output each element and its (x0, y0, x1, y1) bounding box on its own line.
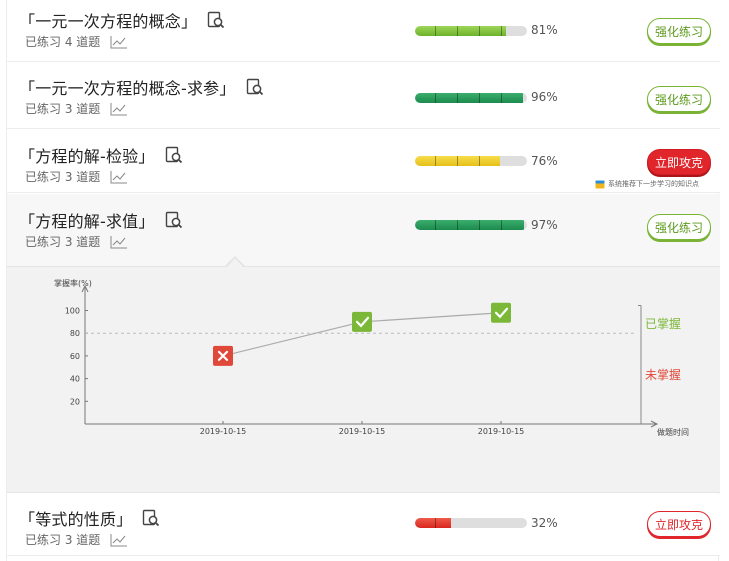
trend-chart-icon[interactable] (110, 170, 128, 184)
topic-row[interactable]: 「一元一次方程的概念」 已练习 4 道题 81% 强化练习 (7, 0, 720, 62)
topic-title-line: 「一元一次方程的概念-求参」 (19, 75, 264, 99)
topic-title-line: 「方程的解-求值」 (19, 208, 183, 232)
progress-tick (501, 93, 502, 103)
practice-meta: 已练习 4 道题 (25, 33, 128, 50)
progress-tick (479, 93, 480, 103)
topic-row[interactable]: 「一元一次方程的概念-求参」 已练习 3 道题 96% 强化练习 (7, 62, 720, 129)
mastery-trend-chart-panel: 掌握率(%) 做题时间 20 40 60 80 100 已掌握未掌握 2019-10-15 201… (7, 267, 720, 493)
mastery-progress-bar (415, 93, 527, 103)
attack-now-button[interactable]: 立即攻克 (647, 149, 711, 175)
mastery-progress-bar (415, 156, 527, 166)
progress-fill (415, 156, 501, 166)
mastery-progress-bar (415, 26, 527, 36)
wrong-point-marker[interactable] (213, 345, 233, 366)
practice-count: 已练习 3 道题 (25, 533, 101, 547)
progress-tick (435, 518, 436, 528)
topic-title: 「方程的解-检验」 (19, 147, 155, 166)
recommendation-text: 系统推荐下一步学习的知识点 (608, 180, 699, 188)
progress-tick (501, 26, 502, 36)
progress-tick (501, 220, 502, 230)
progress-tick (435, 220, 436, 230)
mastered-label: 已掌握 (645, 316, 681, 331)
y-tick-label: 60 (70, 352, 80, 361)
mastery-percent: 97% (531, 218, 558, 232)
mastery-progress-bar (415, 518, 527, 528)
x-tick-label: 2019-10-15 (200, 427, 247, 436)
x-tick-label: 2019-10-15 (478, 427, 525, 436)
y-axis-label: 掌握率(%) (54, 278, 92, 288)
practice-count: 已练习 3 道题 (25, 102, 101, 116)
check-icon (355, 316, 370, 328)
correct-point-marker[interactable] (352, 311, 372, 332)
progress-fill (415, 26, 506, 36)
x-tick-label: 2019-10-15 (339, 427, 386, 436)
mastery-percent: 32% (531, 516, 558, 530)
practice-count: 已练习 3 道题 (25, 170, 101, 184)
x-axis-label: 做题时间 (657, 427, 689, 437)
question-search-icon[interactable] (142, 509, 160, 527)
strengthen-practice-button[interactable]: 强化练习 (647, 18, 711, 44)
attack-now-button[interactable]: 立即攻克 (647, 511, 711, 537)
progress-tick (479, 156, 480, 166)
y-axis-arrow (81, 284, 89, 293)
mastery-progress-bar (415, 220, 527, 230)
progress-tick (457, 26, 458, 36)
progress-tick (479, 220, 480, 230)
x-axis-arrow (650, 420, 659, 428)
strengthen-practice-button[interactable]: 强化练习 (647, 86, 711, 112)
y-tick-label: 40 (70, 375, 80, 384)
question-search-icon[interactable] (246, 78, 264, 96)
practice-meta: 已练习 3 道题 (25, 233, 128, 250)
practice-meta: 已练习 3 道题 (25, 100, 128, 117)
topic-title: 「一元一次方程的概念-求参」 (19, 79, 236, 98)
correct-point-marker[interactable] (491, 302, 511, 323)
progress-tick (435, 26, 436, 36)
trend-chart-icon[interactable] (110, 533, 128, 547)
recommendation-hint: 系统推荐下一步学习的知识点 (595, 179, 699, 189)
topic-title-line: 「等式的性质」 (19, 506, 160, 530)
topic-row-selected[interactable]: 「方程的解-求值」 已练习 3 道题 97% 强化练习 (7, 194, 720, 267)
practice-meta: 已练习 3 道题 (25, 531, 128, 548)
question-search-icon[interactable] (207, 11, 225, 29)
progress-tick (435, 93, 436, 103)
y-tick-label: 100 (65, 307, 80, 316)
practice-meta: 已练习 3 道题 (25, 168, 128, 185)
topic-title-line: 「方程的解-检验」 (19, 143, 183, 167)
knowledge-point-panel: 「一元一次方程的概念」 已练习 4 道题 81% 强化练习 「一元一次方程的概念… (6, 0, 720, 561)
topic-title: 「一元一次方程的概念」 (19, 12, 198, 31)
progress-tick (435, 156, 436, 166)
y-tick-label: 80 (70, 329, 80, 338)
mastery-percent: 81% (531, 23, 558, 37)
progress-fill (415, 220, 524, 230)
recommend-icon (595, 180, 605, 188)
progress-tick (479, 26, 480, 36)
progress-tick (457, 220, 458, 230)
check-icon (494, 307, 509, 319)
progress-tick (457, 156, 458, 166)
topic-title: 「等式的性质」 (19, 510, 133, 529)
trend-chart-icon[interactable] (110, 35, 128, 49)
question-search-icon[interactable] (165, 211, 183, 229)
progress-fill (415, 518, 451, 528)
practice-count: 已练习 4 道题 (25, 35, 101, 49)
trend-chart-icon[interactable] (110, 235, 128, 249)
mastery-percent: 76% (531, 154, 558, 168)
practice-count: 已练习 3 道题 (25, 235, 101, 249)
expand-caret (226, 258, 244, 268)
mastery-percent: 96% (531, 90, 558, 104)
cross-icon (217, 350, 229, 361)
y-tick-label: 20 (70, 397, 80, 406)
progress-fill (415, 93, 523, 103)
topic-title-line: 「一元一次方程的概念」 (19, 8, 225, 32)
strengthen-practice-button[interactable]: 强化练习 (647, 214, 711, 240)
question-search-icon[interactable] (165, 146, 183, 164)
topic-row[interactable]: 「等式的性质」 已练习 3 道题 32% 立即攻克 (7, 494, 720, 556)
progress-tick (457, 93, 458, 103)
trend-chart-icon[interactable] (110, 102, 128, 116)
topic-title: 「方程的解-求值」 (19, 212, 155, 231)
not-mastered-label: 未掌握 (645, 367, 681, 382)
